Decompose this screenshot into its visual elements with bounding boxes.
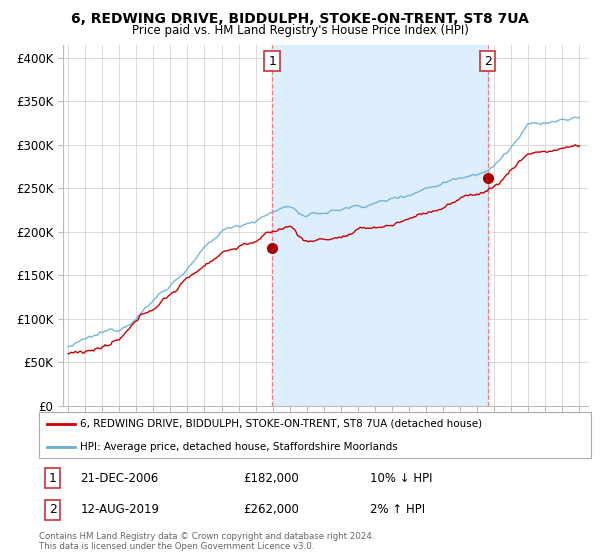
Text: 1: 1 [49, 472, 57, 484]
Text: 1: 1 [268, 54, 276, 68]
Bar [272, 45, 488, 406]
Text: 12-AUG-2019: 12-AUG-2019 [80, 503, 160, 516]
Text: 2: 2 [49, 503, 57, 516]
Text: £262,000: £262,000 [243, 503, 299, 516]
Text: 10% ↓ HPI: 10% ↓ HPI [370, 472, 433, 484]
Text: HPI: Average price, detached house, Staffordshire Moorlands: HPI: Average price, detached house, Staf… [80, 442, 398, 451]
Text: 21-DEC-2006: 21-DEC-2006 [80, 472, 158, 484]
Text: 2: 2 [484, 54, 492, 68]
Text: £182,000: £182,000 [243, 472, 299, 484]
Text: 6, REDWING DRIVE, BIDDULPH, STOKE-ON-TRENT, ST8 7UA: 6, REDWING DRIVE, BIDDULPH, STOKE-ON-TRE… [71, 12, 529, 26]
Text: 6, REDWING DRIVE, BIDDULPH, STOKE-ON-TRENT, ST8 7UA (detached house): 6, REDWING DRIVE, BIDDULPH, STOKE-ON-TRE… [80, 419, 482, 428]
Text: 2% ↑ HPI: 2% ↑ HPI [370, 503, 425, 516]
Text: Price paid vs. HM Land Registry's House Price Index (HPI): Price paid vs. HM Land Registry's House … [131, 24, 469, 37]
Text: Contains HM Land Registry data © Crown copyright and database right 2024.
This d: Contains HM Land Registry data © Crown c… [39, 532, 374, 552]
